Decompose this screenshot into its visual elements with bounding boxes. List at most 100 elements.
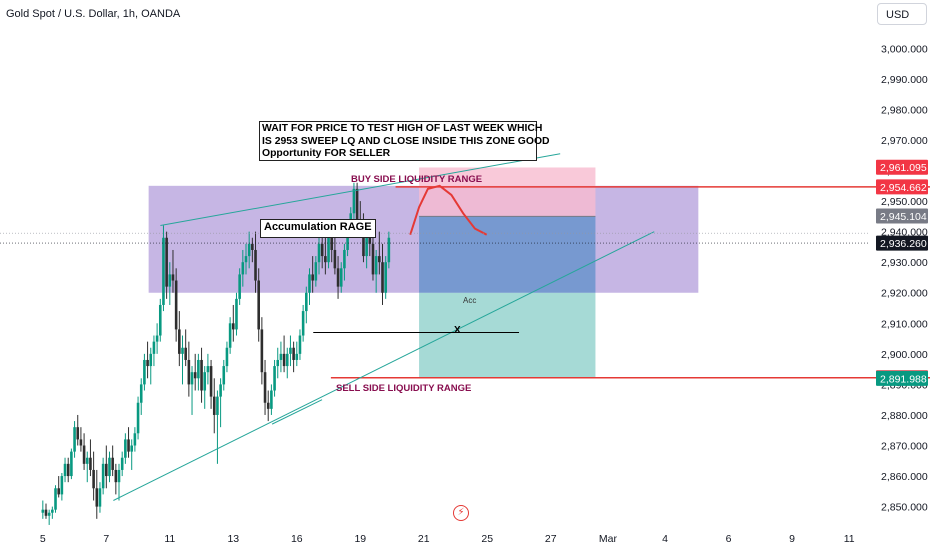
- candle-body: [270, 390, 273, 409]
- candle-body: [228, 323, 232, 348]
- candle-body: [251, 243, 254, 250]
- drawing-lines: [0, 153, 930, 501]
- symbol-title[interactable]: Gold Spot / U.S. Dollar, 1h, OANDA: [6, 8, 181, 20]
- x-tick-label: 16: [291, 533, 303, 545]
- candle-body: [295, 353, 299, 360]
- candle-body: [285, 353, 289, 367]
- candle-body: [95, 488, 99, 507]
- x-tick-label: 27: [545, 533, 557, 545]
- candle-body: [158, 304, 162, 336]
- currency-selector[interactable]: USD: [877, 3, 927, 25]
- candle-body: [219, 384, 222, 397]
- price-label-bg: [876, 179, 928, 195]
- trade-note-box: WAIT FOR PRICE TO TEST HIGH OF LAST WEEK…: [259, 121, 550, 161]
- candle-body: [187, 359, 191, 385]
- candle-body: [378, 256, 381, 263]
- candle-body: [130, 445, 134, 452]
- price-label: 2,954.662: [876, 179, 928, 195]
- axes: 3,000.000 2,990.000 2,980.000 2,970.000 2,96…: [40, 43, 928, 545]
- candle-body: [89, 457, 92, 470]
- price-label-bg: [876, 159, 928, 175]
- candle-body: [355, 188, 359, 220]
- price-label-text: 2,891.988: [880, 373, 927, 385]
- candle-body: [231, 323, 235, 330]
- candle-body: [190, 372, 194, 385]
- candle-body: [352, 188, 356, 214]
- candle-body: [257, 280, 260, 330]
- note-line-3: Opportunity FOR SELLER: [262, 148, 391, 159]
- trendline: [271, 399, 323, 425]
- candle-body: [155, 335, 159, 342]
- price-label-bg: [876, 235, 928, 251]
- candle-body: [305, 292, 308, 312]
- trendline: [113, 231, 655, 501]
- candle-body: [235, 298, 238, 330]
- price-label: 2,936.260: [876, 235, 928, 251]
- candle-body: [57, 488, 60, 495]
- y-tick-label: 2,930.000: [881, 257, 928, 269]
- x-tick-label: 7: [103, 533, 109, 545]
- x-tick-label: 13: [227, 533, 239, 545]
- candle-body: [85, 457, 89, 464]
- target-zone: [419, 292, 596, 379]
- candle-body: [384, 262, 387, 293]
- candle-body: [143, 359, 146, 385]
- candle-body: [343, 249, 346, 269]
- candle-body: [114, 469, 118, 483]
- candle-body: [368, 237, 372, 244]
- candle-body: [111, 457, 114, 470]
- price-label: 2,945.104: [876, 208, 928, 224]
- candle-body: [66, 463, 70, 477]
- x-tick-label: 11: [164, 533, 175, 545]
- candle-body: [162, 237, 165, 305]
- candle-body: [381, 262, 384, 293]
- candle-body: [254, 249, 257, 281]
- sell-side-label: SELL SIDE LIQUIDITY RANGE: [336, 383, 472, 394]
- x-tick-label: 21: [418, 533, 430, 545]
- accumulation-label: Accumulation RAGE: [260, 219, 376, 238]
- candle-body: [327, 237, 330, 263]
- price-label-text: 2,936.260: [880, 238, 927, 250]
- candle-body: [70, 451, 73, 477]
- candle-body: [238, 274, 241, 299]
- candle-body: [241, 262, 245, 275]
- candle-body: [298, 335, 302, 354]
- candle-body: [82, 445, 86, 464]
- candle-body: [216, 396, 219, 415]
- note-line-2: IS 2953 SWEEP LQ AND CLOSE INSIDE THIS Z…: [262, 135, 550, 147]
- candle-body: [314, 262, 318, 281]
- candle-body: [266, 402, 270, 409]
- x-tick-label: Mar: [599, 533, 618, 545]
- candle-body: [317, 243, 321, 263]
- price-label-text: 2,954.662: [880, 182, 927, 194]
- candle-body: [168, 274, 172, 287]
- candle-body: [311, 274, 314, 281]
- candle-body: [184, 347, 187, 360]
- y-tick-label: 2,950.000: [881, 196, 928, 208]
- candle-body: [362, 231, 365, 257]
- candle-body: [276, 359, 280, 367]
- candle-body: [63, 463, 67, 477]
- y-tick-label: 2,860.000: [881, 471, 928, 483]
- projection-path: [409, 184, 488, 236]
- price-label-text: 2,961.095: [880, 162, 927, 174]
- candle-body: [165, 237, 168, 287]
- candle-body: [108, 457, 111, 477]
- y-tick-label: 2,920.000: [881, 288, 928, 300]
- lightning-icon[interactable]: ⚡: [453, 505, 469, 521]
- y-tick-label: 2,970.000: [881, 135, 928, 147]
- candle-body: [336, 268, 340, 287]
- candle-body: [178, 329, 181, 354]
- candle-body: [92, 469, 95, 489]
- y-tick-label: 2,910.000: [881, 318, 928, 330]
- note-line-1: WAIT FOR PRICE TO TEST HIGH OF LAST WEEK…: [262, 123, 543, 134]
- candle-body: [263, 372, 267, 403]
- candle-body: [60, 476, 64, 495]
- price-label: 2,891.988: [876, 370, 928, 386]
- x-tick-label: 25: [481, 533, 493, 545]
- price-label: 2,961.095: [876, 159, 928, 175]
- candle-body: [76, 427, 80, 440]
- y-tick-label: 2,850.000: [881, 502, 928, 514]
- buy-side-label: BUY SIDE LIQUIDITY RANGE: [351, 174, 483, 185]
